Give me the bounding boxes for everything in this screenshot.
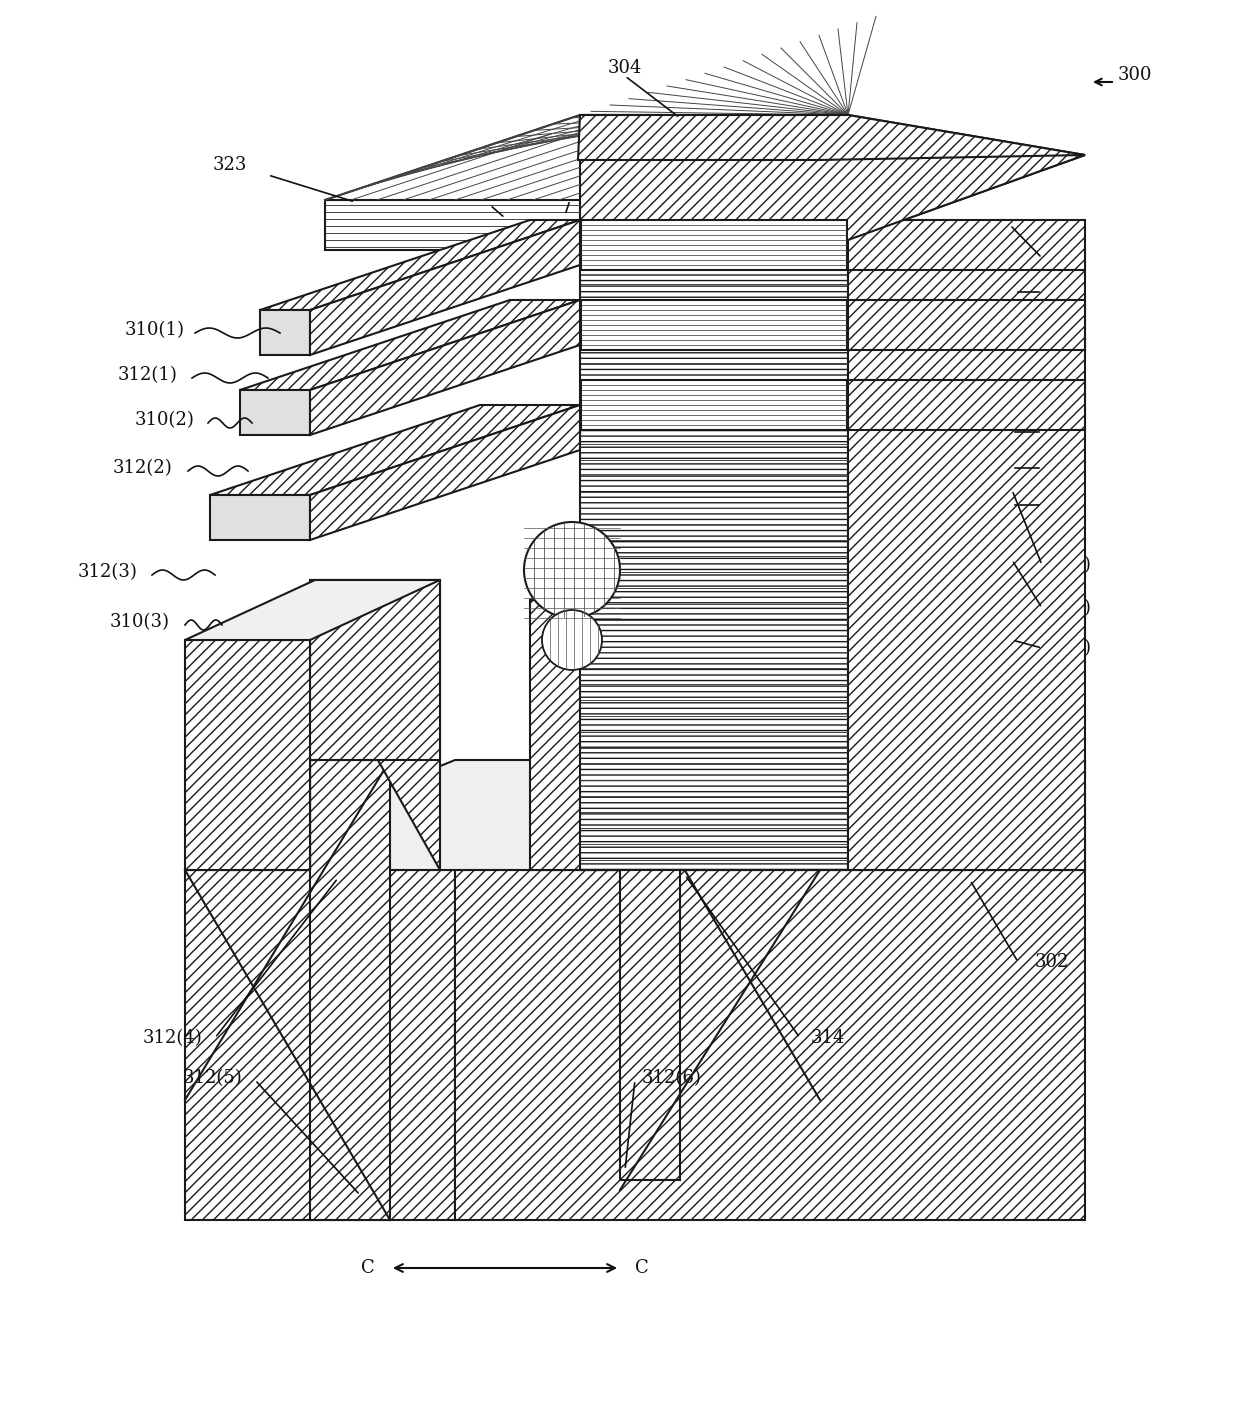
Text: 312(3): 312(3): [78, 562, 138, 581]
Text: 312(4): 312(4): [143, 1030, 202, 1047]
Polygon shape: [210, 496, 310, 540]
Polygon shape: [310, 580, 440, 760]
Polygon shape: [210, 404, 580, 496]
Circle shape: [542, 609, 601, 671]
Text: 310(5): 310(5): [1032, 600, 1092, 617]
Polygon shape: [325, 199, 580, 251]
Polygon shape: [580, 251, 848, 870]
Text: 302: 302: [1035, 953, 1069, 971]
Text: 310(4): 310(4): [1032, 555, 1092, 574]
Text: 310(1): 310(1): [125, 320, 185, 339]
Polygon shape: [241, 390, 310, 434]
Polygon shape: [260, 310, 310, 355]
Polygon shape: [529, 600, 620, 870]
Polygon shape: [529, 570, 670, 600]
Text: 310(6): 310(6): [1032, 639, 1092, 656]
Polygon shape: [185, 580, 440, 639]
Polygon shape: [820, 760, 1085, 870]
Polygon shape: [260, 219, 580, 310]
Polygon shape: [310, 760, 391, 1220]
Text: C: C: [635, 1259, 649, 1277]
Text: 320: 320: [1045, 496, 1079, 514]
Text: 310(3): 310(3): [110, 612, 170, 631]
Polygon shape: [582, 219, 847, 271]
Text: 314: 314: [811, 1030, 846, 1047]
Text: 312(6): 312(6): [642, 1069, 702, 1087]
Text: 306: 306: [472, 209, 507, 226]
Text: C: C: [361, 1259, 374, 1277]
Polygon shape: [848, 251, 1085, 870]
Polygon shape: [582, 380, 847, 430]
Polygon shape: [578, 115, 1085, 159]
Polygon shape: [848, 380, 1085, 430]
Text: 318: 318: [1045, 459, 1079, 477]
Polygon shape: [580, 155, 1085, 251]
Polygon shape: [310, 300, 580, 434]
Polygon shape: [185, 760, 1085, 870]
Polygon shape: [455, 870, 1085, 1220]
Polygon shape: [582, 300, 847, 350]
Polygon shape: [620, 760, 680, 1180]
Polygon shape: [848, 219, 1085, 271]
Text: 324: 324: [1045, 423, 1079, 441]
Text: 312(1): 312(1): [118, 366, 177, 384]
Text: 308: 308: [544, 201, 579, 219]
Text: 310(2): 310(2): [135, 412, 195, 429]
Polygon shape: [310, 404, 580, 540]
Text: 312(2): 312(2): [112, 459, 172, 477]
Polygon shape: [185, 870, 455, 1220]
Text: 323: 323: [213, 157, 247, 174]
Circle shape: [525, 523, 620, 618]
Text: 300: 300: [1117, 66, 1152, 84]
Polygon shape: [310, 219, 580, 355]
Polygon shape: [185, 639, 310, 870]
Polygon shape: [325, 115, 848, 199]
Polygon shape: [310, 580, 440, 870]
Text: 304: 304: [608, 58, 642, 77]
Text: 312(5): 312(5): [182, 1069, 242, 1087]
Polygon shape: [241, 300, 580, 390]
Polygon shape: [848, 300, 1085, 350]
Text: 360: 360: [1045, 249, 1079, 268]
Text: 316: 316: [1045, 283, 1079, 300]
Polygon shape: [580, 115, 1085, 251]
